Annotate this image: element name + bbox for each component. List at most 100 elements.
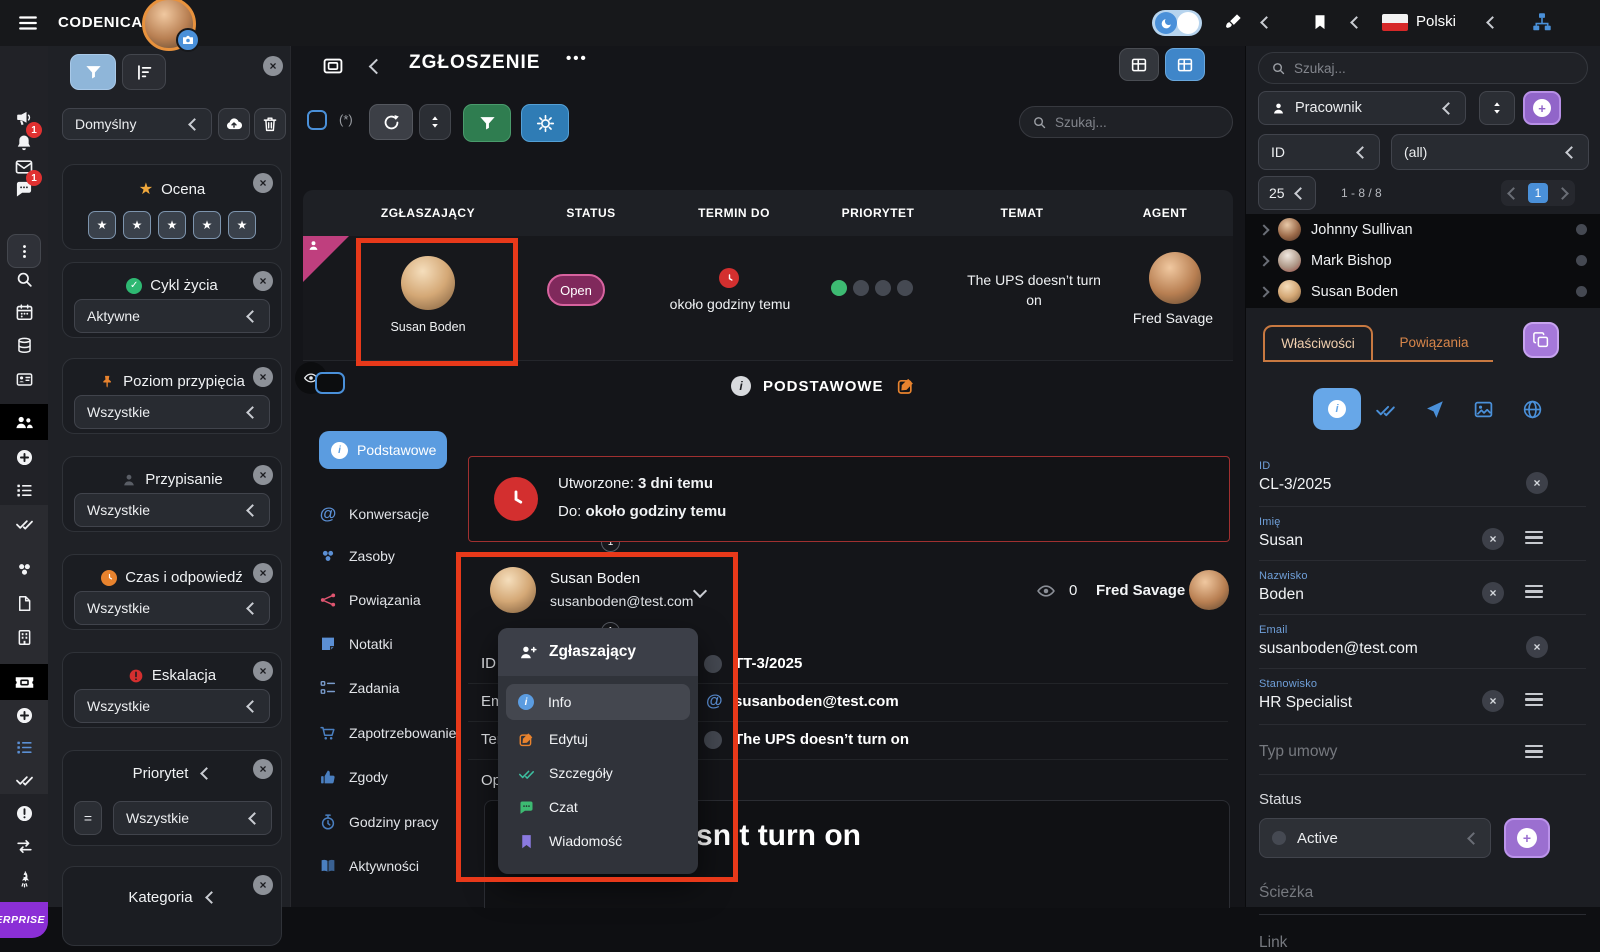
field-typ-umowy[interactable]: Typ umowy	[1259, 743, 1589, 761]
tab-zadania[interactable]: Zadania	[319, 679, 400, 697]
add-ticket-icon[interactable]	[13, 704, 35, 726]
back-icon[interactable]	[368, 58, 385, 75]
people-icon[interactable]	[13, 411, 35, 433]
clear-field-icon[interactable]: ×	[1482, 528, 1504, 550]
field-list-icon[interactable]	[1525, 585, 1543, 599]
field-value[interactable]: HR Specialist	[1259, 694, 1353, 711]
collapse-icon[interactable]	[200, 767, 214, 780]
tab-wlasciwosci[interactable]: Właściwości	[1263, 325, 1373, 360]
link-label[interactable]: Link	[1259, 934, 1288, 951]
add-entity-button[interactable]: +	[1523, 91, 1561, 125]
badge-card-icon[interactable]	[13, 368, 35, 390]
calendar-icon[interactable]	[13, 301, 35, 323]
refresh-button[interactable]	[369, 104, 413, 140]
menu-item-wiadomosc[interactable]: Wiadomość	[506, 824, 690, 858]
collapse-theme-icon[interactable]	[1260, 16, 1273, 29]
tickets-icon[interactable]	[13, 671, 35, 693]
theme-brush-icon[interactable]	[1222, 11, 1244, 33]
cykl-select[interactable]: Aktywne	[74, 299, 270, 333]
icontab-checks[interactable]	[1374, 398, 1396, 420]
more-menu-icon[interactable]: •••	[566, 50, 588, 67]
tab-powiazania-right[interactable]: Powiązania	[1375, 325, 1493, 360]
ticket-list-icon[interactable]	[13, 736, 35, 758]
filter-field-select[interactable]: ID	[1258, 134, 1380, 170]
field-list-icon[interactable]	[1525, 531, 1543, 545]
watchers-eye-icon[interactable]	[1035, 582, 1057, 600]
add-circle-icon[interactable]	[13, 446, 35, 468]
col-termin[interactable]: TERMIN DO	[698, 206, 770, 220]
rocket-icon[interactable]	[13, 867, 35, 889]
approvals-icon[interactable]	[13, 768, 35, 790]
przypisanie-select[interactable]: Wszystkie	[74, 493, 270, 527]
priorytet-select[interactable]: Wszystkie	[113, 801, 272, 835]
tab-zasoby[interactable]: Zasoby	[319, 547, 395, 565]
tab-powiazania[interactable]: Powiązania	[319, 591, 421, 609]
sort-tab-button[interactable]	[122, 54, 166, 90]
field-value[interactable]: susanboden@test.com	[1259, 640, 1418, 657]
czas-select[interactable]: Wszystkie	[74, 591, 270, 625]
field-value[interactable]: Boden	[1259, 586, 1304, 603]
org-structure-icon[interactable]	[1530, 10, 1554, 34]
remove-filter-icon[interactable]: ×	[253, 271, 273, 291]
collapse-bookmark-icon[interactable]	[1350, 16, 1363, 29]
transfers-icon[interactable]	[13, 835, 35, 857]
documents-icon[interactable]	[13, 592, 35, 614]
expand-icon[interactable]	[1258, 223, 1270, 236]
current-page[interactable]: 1	[1528, 183, 1548, 203]
star-1-button[interactable]: ★	[88, 211, 116, 239]
clear-field-icon[interactable]: ×	[1526, 636, 1548, 658]
icontab-send[interactable]	[1423, 398, 1445, 420]
icontab-globe[interactable]	[1521, 398, 1543, 420]
prev-page-icon[interactable]	[1507, 186, 1520, 200]
user-avatar[interactable]	[142, 0, 196, 51]
menu-item-info[interactable]: i Info	[506, 684, 690, 720]
star-4-button[interactable]: ★	[193, 211, 221, 239]
entity-select[interactable]: Pracownik	[1258, 91, 1466, 125]
filter-value-select[interactable]: (all)	[1391, 134, 1589, 170]
contact-email[interactable]: susanboden@test.com	[550, 593, 694, 609]
agent-name[interactable]: Fred Savage	[1132, 310, 1214, 326]
menu-item-edytuj[interactable]: Edytuj	[506, 722, 690, 756]
poziom-select[interactable]: Wszystkie	[74, 395, 270, 429]
clear-field-icon[interactable]: ×	[1526, 472, 1548, 494]
operator-button[interactable]: =	[74, 801, 102, 835]
star-5-button[interactable]: ★	[228, 211, 256, 239]
hamburger-menu-icon[interactable]	[16, 12, 40, 34]
col-temat[interactable]: TEMAT	[1000, 206, 1044, 220]
tab-notatki[interactable]: Notatki	[319, 635, 393, 653]
delete-preset-button[interactable]	[254, 108, 286, 140]
eskalacja-select[interactable]: Wszystkie	[74, 689, 270, 723]
collapse-icon[interactable]	[204, 891, 218, 904]
field-list-icon[interactable]	[1525, 693, 1543, 707]
contact-name[interactable]: Susan Boden	[550, 570, 641, 587]
menu-item-czat[interactable]: Czat	[506, 790, 690, 824]
remove-filter-icon[interactable]: ×	[253, 759, 273, 779]
view-cards-button[interactable]	[1119, 48, 1159, 81]
view-table-button[interactable]	[1165, 48, 1205, 81]
bookmark-icon[interactable]	[1310, 11, 1330, 33]
remove-filter-icon[interactable]: ×	[253, 465, 273, 485]
contact-avatar[interactable]	[490, 567, 536, 613]
language-label[interactable]: Polski	[1416, 13, 1457, 30]
subject-text[interactable]: The UPS doesn’t turn on	[967, 272, 1101, 309]
field-list-icon[interactable]	[1525, 745, 1543, 759]
col-status[interactable]: STATUS	[566, 206, 616, 220]
star-2-button[interactable]: ★	[123, 211, 151, 239]
contact-expand-icon[interactable]	[692, 583, 708, 599]
row-checkbox[interactable]	[315, 372, 345, 394]
table-row[interactable]: Susan Boden Open około godziny temu The …	[295, 236, 1233, 394]
avatar-camera-badge[interactable]	[176, 28, 200, 52]
search-rail-icon[interactable]	[13, 268, 35, 290]
copy-record-button[interactable]	[1523, 322, 1559, 358]
collapse-language-icon[interactable]	[1486, 16, 1499, 29]
resources-icon[interactable]	[13, 558, 35, 580]
remove-filter-icon[interactable]: ×	[253, 875, 273, 895]
sort-button[interactable]	[419, 104, 451, 140]
agent-avatar[interactable]	[1149, 252, 1201, 304]
right-search-input[interactable]: Szukaj...	[1258, 52, 1588, 84]
clear-field-icon[interactable]: ×	[1482, 690, 1504, 712]
remove-filter-icon[interactable]: ×	[253, 661, 273, 681]
dark-mode-toggle[interactable]	[1152, 10, 1202, 36]
tab-zapotrzebowanie[interactable]: Zapotrzebowanie	[319, 724, 456, 742]
expand-icon[interactable]	[1258, 285, 1270, 298]
